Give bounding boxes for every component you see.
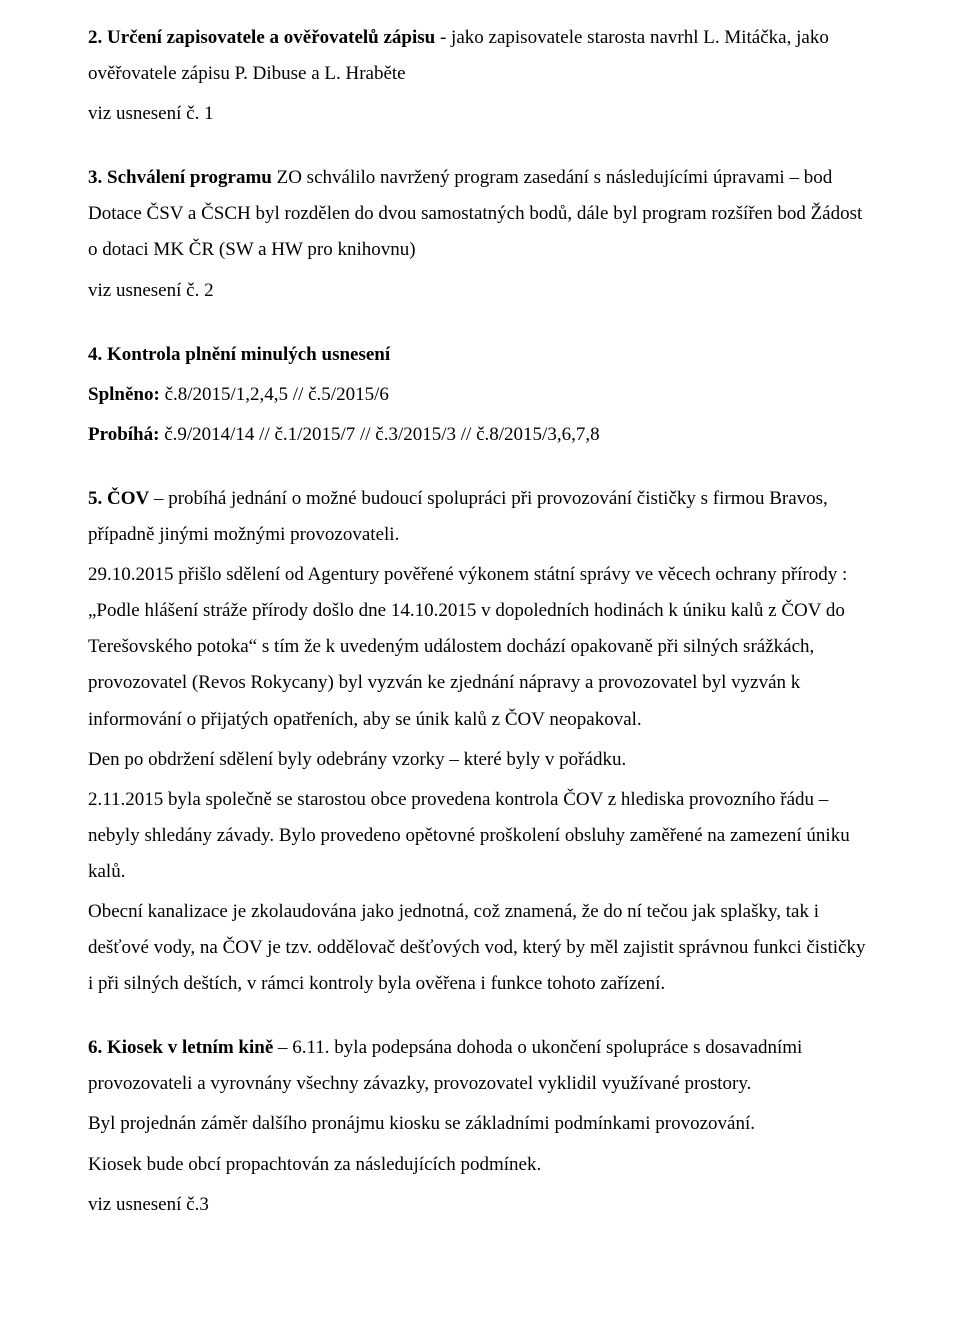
section-4-probiha: Probíhá: č.9/2014/14 // č.1/2015/7 // č.…: [88, 417, 872, 453]
section-4-splneno: Splněno: č.8/2015/1,2,4,5 // č.5/2015/6: [88, 377, 872, 413]
section-2: 2. Určení zapisovatele a ověřovatelů záp…: [88, 20, 872, 132]
section-4-title: 4. Kontrola plnění minulých usnesení: [88, 337, 872, 373]
probiha-label: Probíhá:: [88, 424, 164, 445]
section-3: 3. Schválení programu ZO schválilo navrž…: [88, 160, 872, 308]
section-4: 4. Kontrola plnění minulých usnesení Spl…: [88, 337, 872, 453]
section-5-p3: Den po obdržení sdělení byly odebrány vz…: [88, 742, 872, 778]
section-5-p2: 29.10.2015 přišlo sdělení od Agentury po…: [88, 557, 872, 737]
splneno-label: Splněno:: [88, 384, 165, 405]
section-6-p3: Kiosek bude obcí propachtován za následu…: [88, 1147, 872, 1183]
section-6-ref: viz usnesení č.3: [88, 1187, 872, 1223]
section-6-title: 6. Kiosek v letním kině: [88, 1037, 273, 1058]
section-5-p5: Obecní kanalizace je zkolaudována jako j…: [88, 894, 872, 1002]
section-3-ref: viz usnesení č. 2: [88, 273, 872, 309]
section-6: 6. Kiosek v letním kině – 6.11. byla pod…: [88, 1030, 872, 1222]
section-5-title: 5. ČOV: [88, 488, 149, 509]
splneno-value: č.8/2015/1,2,4,5 // č.5/2015/6: [165, 384, 389, 405]
section-5-p4: 2.11.2015 byla společně se starostou obc…: [88, 782, 872, 890]
section-5-text: – probíhá jednání o možné budoucí spolup…: [88, 488, 828, 545]
section-2-ref: viz usnesení č. 1: [88, 96, 872, 132]
section-5: 5. ČOV – probíhá jednání o možné budoucí…: [88, 481, 872, 1002]
section-3-lead: 3. Schválení programu ZO schválilo navrž…: [88, 160, 872, 268]
probiha-value: č.9/2014/14 // č.1/2015/7 // č.3/2015/3 …: [164, 424, 599, 445]
section-3-title: 3. Schválení programu: [88, 167, 272, 188]
section-6-lead: 6. Kiosek v letním kině – 6.11. byla pod…: [88, 1030, 872, 1102]
section-2-title: 2. Určení zapisovatele a ověřovatelů záp…: [88, 27, 435, 48]
section-6-p2: Byl projednán záměr dalšího pronájmu kio…: [88, 1106, 872, 1142]
section-5-lead: 5. ČOV – probíhá jednání o možné budoucí…: [88, 481, 872, 553]
section-2-lead: 2. Určení zapisovatele a ověřovatelů záp…: [88, 20, 872, 92]
